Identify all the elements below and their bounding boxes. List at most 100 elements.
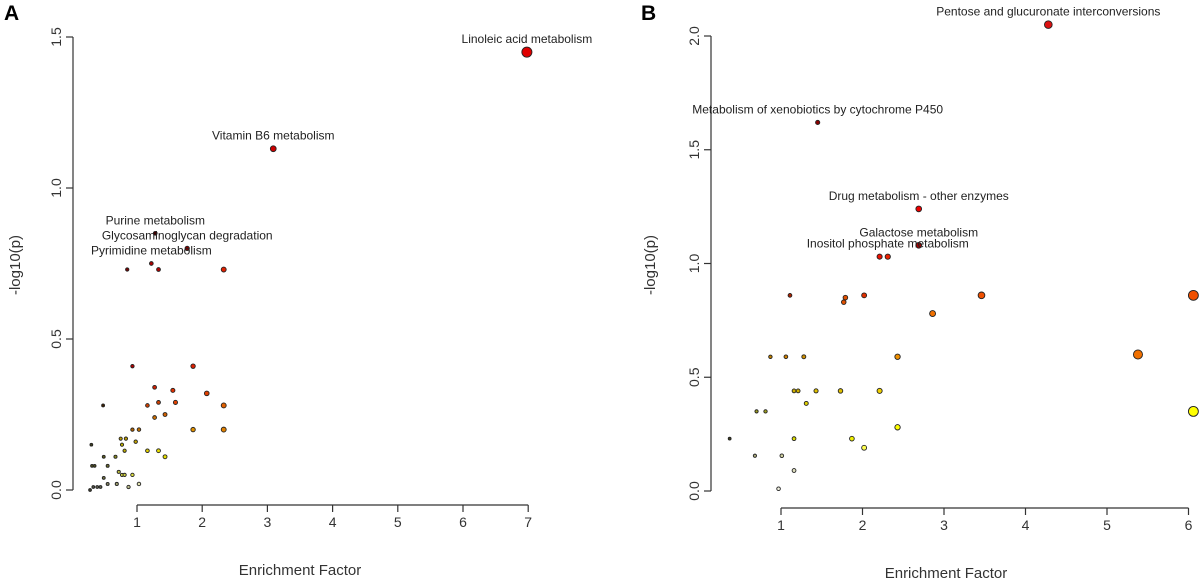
data-point (136, 427, 142, 432)
data-point (88, 488, 92, 492)
data-point (125, 267, 130, 272)
data-point (190, 426, 196, 433)
data-point (145, 448, 150, 454)
data-point (184, 245, 190, 252)
data-point (162, 454, 168, 460)
data-point (98, 485, 103, 489)
y-tick-label: 1.0 (686, 254, 702, 274)
data-point (1044, 20, 1053, 29)
data-point (122, 472, 127, 477)
point-label: Vitamin B6 metabolism (212, 129, 335, 143)
data-point (170, 387, 176, 393)
y-axis-title: -log10(p) (642, 235, 659, 295)
data-point (105, 463, 110, 468)
data-point (795, 388, 801, 394)
data-point (101, 476, 106, 480)
data-point (894, 353, 901, 360)
x-tick-label: 7 (524, 514, 532, 530)
data-point (130, 427, 135, 432)
data-point (101, 403, 106, 408)
data-point (152, 415, 157, 420)
y-tick-label: 1.0 (48, 178, 64, 198)
data-point (203, 390, 210, 397)
y-axis-title: -log10(p) (7, 235, 24, 295)
data-point (815, 119, 821, 125)
x-tick-label: 5 (394, 514, 402, 530)
data-point (220, 402, 227, 409)
data-point (220, 266, 227, 273)
data-point (91, 485, 96, 489)
panel-b: B 0.0 0.5 1.0 1.5 2.0 1 2 3 4 5 6 Enrichment Factor… (641, 2, 1199, 582)
point-label: Drug metabolism - other enzymes (829, 189, 1009, 203)
point-label: Purine metabolism (106, 213, 205, 227)
y-tick-label: 2.0 (686, 26, 702, 46)
x-tick-label: 1 (133, 514, 141, 530)
data-point (133, 439, 138, 444)
data-point (172, 399, 178, 405)
data-point (861, 292, 868, 299)
data-point (122, 448, 127, 453)
x-tick-label: 1 (777, 517, 785, 533)
y-tick-label: 1.5 (48, 27, 64, 47)
data-point (116, 469, 121, 474)
data-point (190, 363, 196, 369)
point-label: Inositol phosphate metabolism (807, 237, 969, 251)
x-axis-title: Enrichment Factor (885, 565, 1008, 582)
data-point (801, 354, 807, 360)
x-tick-label: 2 (859, 517, 867, 533)
data-point (754, 409, 759, 414)
data-point (787, 293, 793, 298)
data-point (876, 387, 883, 394)
data-point (152, 230, 158, 236)
data-point (841, 299, 847, 305)
y-tick-label: 0.5 (686, 367, 702, 387)
data-point (521, 46, 533, 58)
data-point (156, 448, 161, 454)
data-point (105, 482, 110, 486)
data-point (779, 453, 785, 459)
data-point (768, 354, 773, 359)
data-point (884, 253, 891, 260)
data-point (136, 481, 142, 487)
x-tick-label: 3 (940, 517, 948, 533)
data-point (130, 364, 135, 369)
data-point (876, 253, 883, 260)
x-tick-label: 4 (329, 514, 337, 530)
data-point (763, 409, 768, 414)
panel-letter-b: B (641, 2, 656, 25)
data-point (894, 424, 901, 431)
data-point (92, 463, 97, 468)
x-axis-title: Enrichment Factor (239, 562, 362, 579)
point-label: Linoleic acid metabolism (462, 32, 593, 46)
data-point (113, 454, 118, 459)
data-point (101, 454, 106, 459)
data-point (776, 486, 781, 491)
data-point (791, 436, 797, 442)
data-point (783, 354, 789, 360)
x-tick-label: 5 (1103, 517, 1111, 533)
data-point (837, 388, 844, 394)
point-label: Glycosaminoglycan degradation (102, 228, 273, 242)
panel-a: A 0.0 0.5 1.0 1.5 1 2 3 4 5 6 7 Enrichment Factor -l… (4, 2, 592, 579)
data-point (1187, 289, 1199, 301)
y-tick-label: 0.5 (48, 329, 64, 349)
x-tick-label: 6 (1185, 517, 1193, 533)
point-label: Galactose metabolism (859, 225, 978, 239)
data-point (95, 485, 100, 489)
data-point (149, 261, 154, 266)
data-point (803, 400, 809, 406)
data-point (1187, 405, 1199, 417)
point-label: Pyrimidine metabolism (91, 244, 212, 258)
data-point (1132, 349, 1143, 360)
x-tick-label: 2 (198, 514, 206, 530)
point-label: Metabolism of xenobiotics by cytochrome … (692, 102, 943, 116)
data-point (752, 453, 757, 458)
data-point (915, 205, 923, 213)
panel-letter-a: A (4, 2, 19, 25)
x-tick-label: 6 (459, 514, 467, 530)
data-point (842, 294, 849, 301)
data-point (145, 403, 150, 408)
data-point (152, 384, 157, 390)
data-point (791, 388, 797, 394)
